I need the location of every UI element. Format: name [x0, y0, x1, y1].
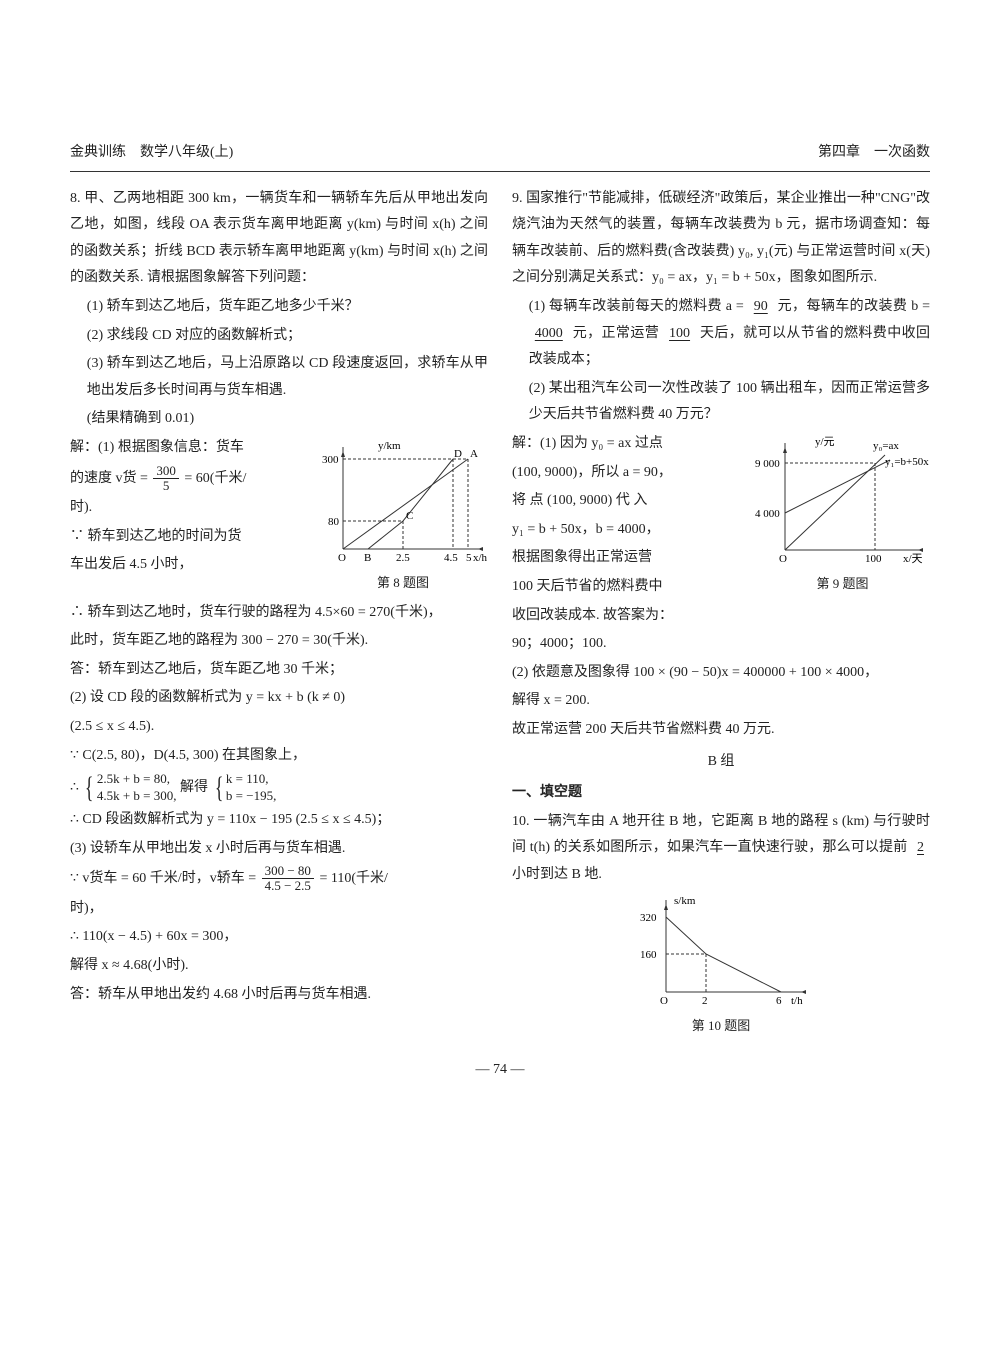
- q8-part2: (2) 求线段 CD 对应的函数解析式；: [70, 323, 488, 350]
- q8-part3-note: (结果精确到 0.01): [70, 406, 488, 433]
- svg-text:O: O: [779, 553, 787, 565]
- q9-sol-line: 解得 x = 200.: [512, 688, 930, 715]
- svg-text:320: 320: [640, 912, 657, 924]
- q9-sol-line: 90；4000；100.: [512, 631, 930, 658]
- q10-stem: 10. 一辆汽车由 A 地开往 B 地，它距离 B 地的路程 s (km) 与行…: [512, 809, 930, 889]
- blank-answer: 90: [748, 299, 774, 314]
- q8-figure: y/km 300 80 O B 2.5 4.5 5 x/h A C D 第 8 …: [318, 439, 488, 596]
- svg-text:5: 5: [466, 552, 472, 564]
- q10-figure: s/km 320 160 O 2 6 t/h 第 10 题图: [512, 892, 930, 1039]
- svg-text:C: C: [406, 510, 413, 522]
- svg-text:y₀=ax: y₀=ax: [873, 440, 899, 452]
- blank-answer: 4000: [529, 326, 569, 341]
- q9-sol-line: 收回改装成本. 故答案为：: [512, 603, 930, 630]
- svg-text:t/h: t/h: [791, 995, 803, 1007]
- svg-text:160: 160: [640, 949, 657, 961]
- svg-text:y/km: y/km: [378, 440, 401, 452]
- svg-text:x/h: x/h: [473, 552, 488, 564]
- q9-sol-line: 根据图象得出正常运营: [512, 545, 747, 572]
- svg-text:x/天: x/天: [903, 553, 923, 565]
- page-header: 金典训练 数学八年级(上) 第四章 一次函数: [70, 140, 930, 172]
- fraction: 300 − 80 4.5 − 2.5: [262, 864, 314, 894]
- left-column: 8. 甲、乙两地相距 300 km，一辆货车和一辆轿车先后从甲地出发向乙地，如图…: [70, 186, 488, 1044]
- svg-text:6: 6: [776, 995, 782, 1007]
- q8-sol-line: 答：轿车到达乙地后，货车距乙地 30 千米；: [70, 657, 488, 684]
- svg-text:O: O: [660, 995, 668, 1007]
- q8-sol-line: (3) 设轿车从甲地出发 x 小时后再与货车相遇.: [70, 836, 488, 863]
- svg-text:O: O: [338, 552, 346, 564]
- q9-sol-line: 故正常运营 200 天后共节省燃料费 40 万元.: [512, 717, 930, 744]
- q8-number: 8.: [70, 191, 81, 206]
- q9-sol-line: 解：(1) 因为 y₀ = ax 过点: [512, 431, 747, 458]
- right-column: 9. 国家推行"节能减排，低碳经济"政策后，某企业推出一种"CNG"改烧汽油为天…: [512, 186, 930, 1044]
- q9-number: 9.: [512, 191, 523, 206]
- q10-chart-svg: s/km 320 160 O 2 6 t/h: [626, 892, 816, 1012]
- page-number: — 74 —: [70, 1057, 930, 1084]
- svg-text:300: 300: [322, 454, 339, 466]
- q9-sol-line: 将 点 (100, 9000) 代 入: [512, 488, 747, 515]
- q8-sol-line: ∴ CD 段函数解析式为 y = 110x − 195 (2.5 ≤ x ≤ 4…: [70, 807, 488, 834]
- svg-text:A: A: [470, 448, 478, 460]
- q8-part3: (3) 轿车到达乙地后，马上沿原路以 CD 段速度返回，求轿车从甲地出发后多长时…: [70, 351, 488, 404]
- q9-solution-with-figure: 解：(1) 因为 y₀ = ax 过点 (100, 9000)，所以 a = 9…: [512, 431, 930, 603]
- q8-chart-svg: y/km 300 80 O B 2.5 4.5 5 x/h A C D: [318, 439, 488, 569]
- q9-sol-line: y₁ = b + 50x，b = 4000，: [512, 517, 747, 544]
- q8-stem: 8. 甲、乙两地相距 300 km，一辆货车和一辆轿车先后从甲地出发向乙地，如图…: [70, 186, 488, 292]
- q9-figure: y/元 9 000 4 000 O 100 x/天 y₀=ax y₁=b+50x…: [755, 435, 930, 597]
- q8-sol-line: 车出发后 4.5 小时，: [70, 552, 310, 579]
- svg-text:B: B: [364, 552, 371, 564]
- header-right: 第四章 一次函数: [818, 140, 930, 167]
- svg-text:9 000: 9 000: [755, 458, 780, 470]
- svg-text:2: 2: [702, 995, 708, 1007]
- q8-figure-caption: 第 8 题图: [377, 571, 429, 596]
- q8-sol-line: ∴ 轿车到达乙地时，货车行驶的路程为 4.5×60 = 270(千米)，: [70, 600, 488, 627]
- q8-part1: (1) 轿车到达乙地后，货车距乙地多少千米？: [70, 294, 488, 321]
- svg-text:2.5: 2.5: [396, 552, 410, 564]
- q10-figure-caption: 第 10 题图: [692, 1014, 751, 1039]
- svg-text:y₁=b+50x: y₁=b+50x: [885, 456, 929, 468]
- blank-answer: 100: [663, 326, 696, 341]
- q8-sol-line: 时).: [70, 495, 310, 522]
- q9-sol-line: (2) 依题意及图象得 100 × (90 − 50)x = 400000 + …: [512, 660, 930, 687]
- q9-stem: 9. 国家推行"节能减排，低碳经济"政策后，某企业推出一种"CNG"改烧汽油为天…: [512, 186, 930, 292]
- q8-stem-text: 甲、乙两地相距 300 km，一辆货车和一辆轿车先后从甲地出发向乙地，如图，线段…: [70, 191, 488, 286]
- q9-sol-line: (100, 9000)，所以 a = 90，: [512, 460, 747, 487]
- q8-sol-line: (2.5 ≤ x ≤ 4.5).: [70, 714, 488, 741]
- q8-sol-line: (2) 设 CD 段的函数解析式为 y = kx + b (k ≠ 0): [70, 685, 488, 712]
- fraction: 300 5: [153, 464, 179, 494]
- q8-equation-system: ∴ { 2.5k + b = 80, 4.5k + b = 300, 解得 { …: [70, 771, 488, 805]
- q8-sol-line: 解：(1) 根据图象信息：货车: [70, 435, 310, 462]
- svg-text:y/元: y/元: [815, 436, 835, 448]
- svg-text:4.5: 4.5: [444, 552, 458, 564]
- svg-text:4 000: 4 000: [755, 508, 780, 520]
- q9-part1: (1) 每辆车改装前每天的燃料费 a = 90 元，每辆车的改装费 b = 40…: [512, 294, 930, 374]
- q8-sol-line: 答：轿车从甲地出发约 4.68 小时后再与货车相遇.: [70, 982, 488, 1009]
- q8-solution-with-figure: 解：(1) 根据图象信息：货车 的速度 v货 = 300 5 = 60(千米/ …: [70, 435, 488, 600]
- q8-sol-line: 的速度 v货 = 300 5 = 60(千米/: [70, 464, 310, 494]
- q9-part2: (2) 某出租汽车公司一次性改装了 100 辆出租车，因而正常运营多少天后共节省…: [512, 376, 930, 429]
- section-1-heading: 一、填空题: [512, 780, 930, 807]
- q10-number: 10.: [512, 814, 530, 829]
- svg-text:s/km: s/km: [674, 895, 696, 907]
- svg-text:80: 80: [328, 516, 340, 528]
- q9-figure-caption: 第 9 题图: [816, 572, 868, 597]
- two-column-layout: 8. 甲、乙两地相距 300 km，一辆货车和一辆轿车先后从甲地出发向乙地，如图…: [70, 186, 930, 1044]
- svg-text:D: D: [454, 448, 462, 460]
- group-b-heading: B 组: [512, 749, 930, 776]
- q9-chart-svg: y/元 9 000 4 000 O 100 x/天 y₀=ax y₁=b+50x: [755, 435, 930, 570]
- q8-sol-line: ∵ 轿车到达乙地的时间为货: [70, 524, 310, 551]
- blank-answer: 2: [911, 840, 930, 855]
- svg-text:100: 100: [865, 553, 882, 565]
- q9-sol-line: 100 天后节省的燃料费中: [512, 574, 747, 601]
- q8-sol-line: ∵ v货车 = 60 千米/时，v轿车 = 300 − 80 4.5 − 2.5…: [70, 864, 488, 894]
- q8-sol-line: 解得 x ≈ 4.68(小时).: [70, 953, 488, 980]
- header-left: 金典训练 数学八年级(上): [70, 140, 233, 167]
- q8-sol-line: ∵ C(2.5, 80)，D(4.5, 300) 在其图象上，: [70, 743, 488, 770]
- q8-sol-line: 此时，货车距乙地的路程为 300 − 270 = 30(千米).: [70, 628, 488, 655]
- q8-sol-line: ∴ 110(x − 4.5) + 60x = 300，: [70, 924, 488, 951]
- q8-sol-line: 时)，: [70, 896, 488, 923]
